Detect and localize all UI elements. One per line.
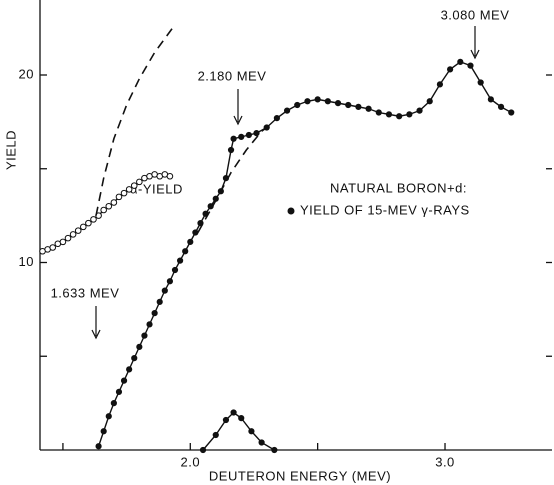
data-point — [457, 58, 464, 65]
data-point — [69, 231, 77, 238]
data-point — [355, 103, 362, 110]
data-point — [136, 178, 143, 186]
y-tick-label: 20 — [19, 66, 34, 81]
legend-label: YIELD OF 15-MEV γ-RAYS — [300, 202, 470, 217]
data-point — [105, 202, 113, 210]
data-point — [146, 321, 153, 328]
x-axis-label: DEUTERON ENERGY (MEV) — [209, 468, 391, 483]
data-point — [222, 416, 230, 424]
data-point — [334, 100, 342, 107]
data-point — [324, 98, 331, 105]
data-point — [230, 135, 237, 142]
data-point — [375, 109, 382, 116]
data-point — [59, 238, 67, 246]
data-point — [156, 298, 163, 305]
data-point — [151, 310, 158, 317]
data-point — [406, 111, 413, 118]
annotation: 2.180 MEV — [198, 68, 267, 83]
data-point — [365, 105, 372, 112]
data-point — [115, 193, 123, 201]
arrow-head — [233, 115, 243, 126]
data-point — [95, 212, 102, 219]
series-label: α-YIELD — [130, 181, 183, 196]
data-point — [105, 413, 112, 420]
data-point — [271, 446, 278, 454]
data-point — [508, 109, 515, 116]
data-point — [253, 130, 260, 137]
data-point — [120, 377, 128, 384]
data-point — [64, 234, 72, 242]
data-point — [80, 223, 87, 231]
data-point — [161, 287, 168, 294]
data-point — [187, 238, 194, 245]
data-point — [136, 343, 143, 350]
data-point — [100, 206, 107, 214]
data-point — [125, 186, 133, 193]
data-point — [304, 98, 311, 105]
data-point — [245, 131, 252, 139]
data-point — [100, 428, 107, 435]
annotation: 3.080 MEV — [441, 7, 510, 22]
data-point — [110, 199, 118, 206]
data-point — [212, 431, 219, 439]
data-point — [182, 248, 189, 255]
data-point — [345, 101, 352, 109]
data-point — [447, 66, 454, 73]
data-point — [273, 115, 280, 122]
data-point — [238, 133, 245, 140]
data-point — [294, 101, 301, 109]
dashed-curve — [197, 123, 273, 233]
data-point — [176, 257, 184, 264]
data-point — [74, 227, 82, 234]
data-point — [199, 446, 207, 454]
data-point — [227, 146, 235, 154]
data-point — [166, 172, 174, 180]
data-point — [248, 428, 255, 435]
annotation: NATURAL BORON+d: — [330, 180, 467, 195]
data-point — [49, 244, 57, 251]
data-point — [436, 81, 444, 88]
annotation: 1.633 MEV — [51, 285, 120, 300]
data-point — [426, 98, 433, 105]
curve — [97, 61, 512, 447]
data-point — [396, 113, 403, 120]
legend-marker — [287, 207, 295, 215]
data-point — [487, 96, 494, 103]
x-tick-label: 2.0 — [180, 454, 200, 469]
data-point — [120, 189, 128, 197]
data-point — [90, 216, 97, 223]
data-point — [166, 278, 174, 285]
arrow-head — [470, 49, 480, 60]
data-point — [141, 332, 148, 339]
data-point — [130, 182, 138, 189]
data-point — [497, 103, 505, 110]
data-point — [192, 229, 199, 236]
data-point — [126, 366, 133, 373]
data-point — [416, 107, 423, 114]
data-point — [230, 409, 237, 416]
data-point — [283, 107, 291, 114]
arrow-head — [91, 329, 101, 340]
data-point — [314, 96, 321, 103]
data-point — [238, 415, 245, 422]
data-point — [385, 111, 393, 118]
y-axis-label: YIELD — [3, 130, 18, 170]
y-tick-label: 10 — [19, 254, 34, 269]
data-point — [85, 219, 92, 227]
data-point — [258, 439, 265, 446]
data-point — [131, 355, 138, 362]
data-point — [171, 266, 179, 274]
data-point — [477, 79, 484, 86]
data-point — [467, 62, 474, 69]
data-point — [95, 443, 102, 450]
data-point — [115, 388, 123, 395]
data-point — [110, 400, 117, 407]
dashed-curve — [95, 27, 174, 216]
x-tick-label: 3.0 — [435, 454, 455, 469]
